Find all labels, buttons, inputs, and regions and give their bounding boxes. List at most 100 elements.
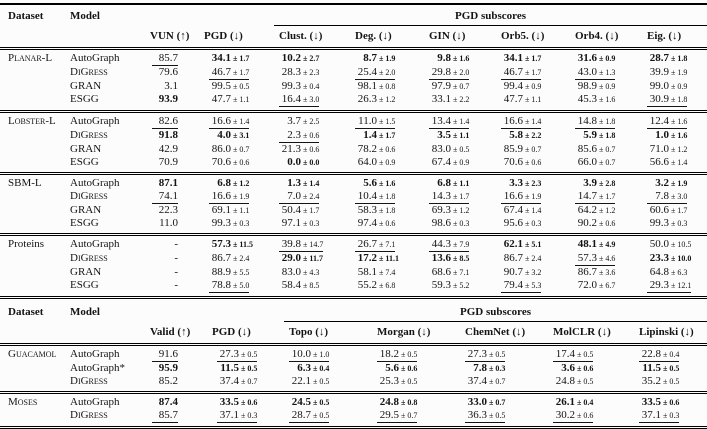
- metric-value: 14.7: [577, 190, 597, 202]
- metric-value: 47.7: [503, 93, 523, 105]
- metric-error: ± 11.5: [233, 240, 253, 249]
- metric-cell: 22.8 ± 0.4: [634, 345, 707, 362]
- metric-value: 28.7: [649, 52, 669, 64]
- metric-error: ± 3.0: [671, 192, 688, 201]
- metric-value: 57.3: [577, 252, 597, 264]
- metric-cell: 10.4 ± 1.8: [350, 190, 424, 204]
- metric-error: ± 1.9: [671, 68, 688, 77]
- metric-cell: 57.3 ± 11.5: [204, 235, 274, 253]
- table-row: AutoGraph* 95.9 11.5 ± 0.5 6.3 ± 0.4 5.6 ± 0.6 7…: [0, 362, 707, 375]
- table-row: GRAN 3.1 99.5 ± 0.5 99.3 ± 0.4 98.1 ± 0.8 97.9 ± …: [0, 80, 707, 93]
- metric-value-wrap: 58.4 ± 8.5: [279, 279, 320, 292]
- metric-value: 4.0: [217, 129, 231, 141]
- metric-value: 85.9: [503, 143, 523, 155]
- table-row: DiGress 85.7 37.1 ± 0.3 28.7 ± 0.5 29.5 ± 0.7 36…: [0, 409, 707, 428]
- column-header: GIN (↓): [424, 25, 496, 49]
- metric-cell: 11.0 ± 1.5: [350, 112, 424, 129]
- metric-cell: 64.8 ± 6.3: [642, 266, 707, 279]
- metric-cell: 50.4 ± 1.7: [274, 204, 350, 217]
- metric-value: 13.4: [431, 115, 451, 127]
- model-label: ESGG: [70, 279, 99, 291]
- metric-value: 70.6: [211, 156, 231, 168]
- metric-cell: 98.6 ± 0.3: [424, 217, 496, 235]
- metric-value-wrap: 95.9: [152, 362, 178, 375]
- metric-error: ± 0.8: [379, 82, 396, 91]
- metric-value-wrap: 3.6 ± 0.6: [553, 362, 593, 375]
- metric-value: 16.6: [503, 115, 523, 127]
- metric-error: ± 6.8: [379, 281, 396, 290]
- metric-error: ± 0.5: [577, 377, 594, 386]
- metric-cell: 68.6 ± 7.1: [424, 266, 496, 279]
- metric-value-wrap: 22.3: [152, 204, 178, 217]
- metric-cell: 42.9: [150, 143, 204, 156]
- metric-cell: 90.2 ± 0.6: [570, 217, 642, 235]
- metric-cell: 88.9 ± 5.5: [204, 266, 274, 279]
- metric-value-wrap: 99.0 ± 0.9: [647, 80, 688, 93]
- metric-error: ± 1.8: [379, 192, 396, 201]
- column-header: Clust. (↓): [274, 25, 350, 49]
- metric-value-wrap: 3.2 ± 1.9: [647, 177, 687, 190]
- column-header: Orb4. (↓): [570, 25, 642, 49]
- metric-cell: 79.4 ± 5.3: [496, 279, 570, 298]
- metric-value: 23.3: [649, 252, 669, 264]
- metric-value: 50.4: [281, 204, 301, 216]
- metric-cell: 57.3 ± 4.6: [570, 252, 642, 266]
- metric-error: ± 0.7: [453, 82, 470, 91]
- metric-value-wrap: 48.1 ± 4.9: [575, 238, 616, 251]
- metric-value-wrap: 37.4 ± 0.7: [465, 375, 506, 388]
- metric-value: 28.7: [291, 409, 311, 421]
- metric-error: ± 0.4: [663, 350, 680, 359]
- metric-value-wrap: 97.4 ± 0.6: [355, 217, 396, 230]
- metric-cell: 3.1: [150, 80, 204, 93]
- metric-cell: 60.6 ± 1.7: [642, 204, 707, 217]
- header-row-1: Dataset Model PGD subscores: [0, 4, 707, 26]
- metric-error: ± 1.7: [671, 206, 688, 215]
- metric-error: ± 7.9: [453, 240, 470, 249]
- metric-value: 1.4: [363, 129, 377, 141]
- metric-value: 30.2: [555, 409, 575, 421]
- metric-value-wrap: 67.4 ± 0.9: [429, 156, 470, 169]
- metric-value-wrap: 35.2 ± 0.5: [639, 375, 680, 388]
- metric-value: 97.9: [431, 80, 451, 92]
- metric-cell: 43.0 ± 1.3: [570, 66, 642, 80]
- metric-value-wrap: 28.7 ± 1.8: [647, 52, 688, 65]
- metric-value: 87.1: [158, 177, 178, 189]
- metric-error: ± 0.9: [599, 54, 616, 63]
- metric-error: ± 0.6: [379, 219, 396, 228]
- metric-value-wrap: 59.3 ± 5.2: [429, 279, 470, 292]
- metric-value: 30.9: [649, 93, 669, 105]
- metric-value: 16.6: [503, 190, 523, 202]
- metric-value: 10.2: [281, 52, 301, 64]
- metric-cell: -: [150, 252, 204, 266]
- metric-value: 86.0: [211, 143, 231, 155]
- metric-cell: 97.9 ± 0.7: [424, 80, 496, 93]
- metric-error: ± 0.6: [401, 364, 418, 373]
- metric-error: ± 0.6: [303, 145, 320, 154]
- metric-value: 6.3: [297, 362, 311, 374]
- metric-value: -: [174, 252, 178, 264]
- metric-value-wrap: 4.0 ± 3.1: [209, 129, 249, 142]
- metric-value: 86.7: [503, 252, 523, 264]
- metric-error: ± 1.4: [233, 117, 250, 126]
- metric-value: 58.4: [281, 279, 301, 291]
- metric-value-wrap: 9.8 ± 1.6: [429, 52, 469, 65]
- metric-value: 16.4: [281, 93, 301, 105]
- metric-error: ± 1.0: [313, 350, 330, 359]
- metric-cell: 1.3 ± 1.4: [274, 174, 350, 191]
- metric-value-wrap: 50.0 ± 10.5: [647, 238, 692, 251]
- metric-value-wrap: 3.3 ± 2.3: [501, 177, 541, 190]
- metric-error: ± 0.5: [401, 377, 418, 386]
- metric-cell: 5.8 ± 2.2: [496, 129, 570, 143]
- metric-error: ± 0.7: [599, 158, 616, 167]
- metric-value: 26.1: [555, 396, 575, 408]
- metric-error: ± 5.3: [525, 281, 542, 290]
- metric-cell: 11.5 ± 0.5: [212, 362, 284, 375]
- metric-cell: 85.7: [150, 409, 212, 428]
- metric-value-wrap: 70.6 ± 0.6: [209, 156, 250, 169]
- metric-cell: 39.9 ± 1.9: [642, 66, 707, 80]
- metric-cell: -: [150, 266, 204, 279]
- metric-error: ± 1.3: [599, 68, 616, 77]
- metric-error: ± 0.3: [525, 219, 542, 228]
- metric-error: ± 5.1: [525, 240, 542, 249]
- metric-error: ± 0.3: [233, 219, 250, 228]
